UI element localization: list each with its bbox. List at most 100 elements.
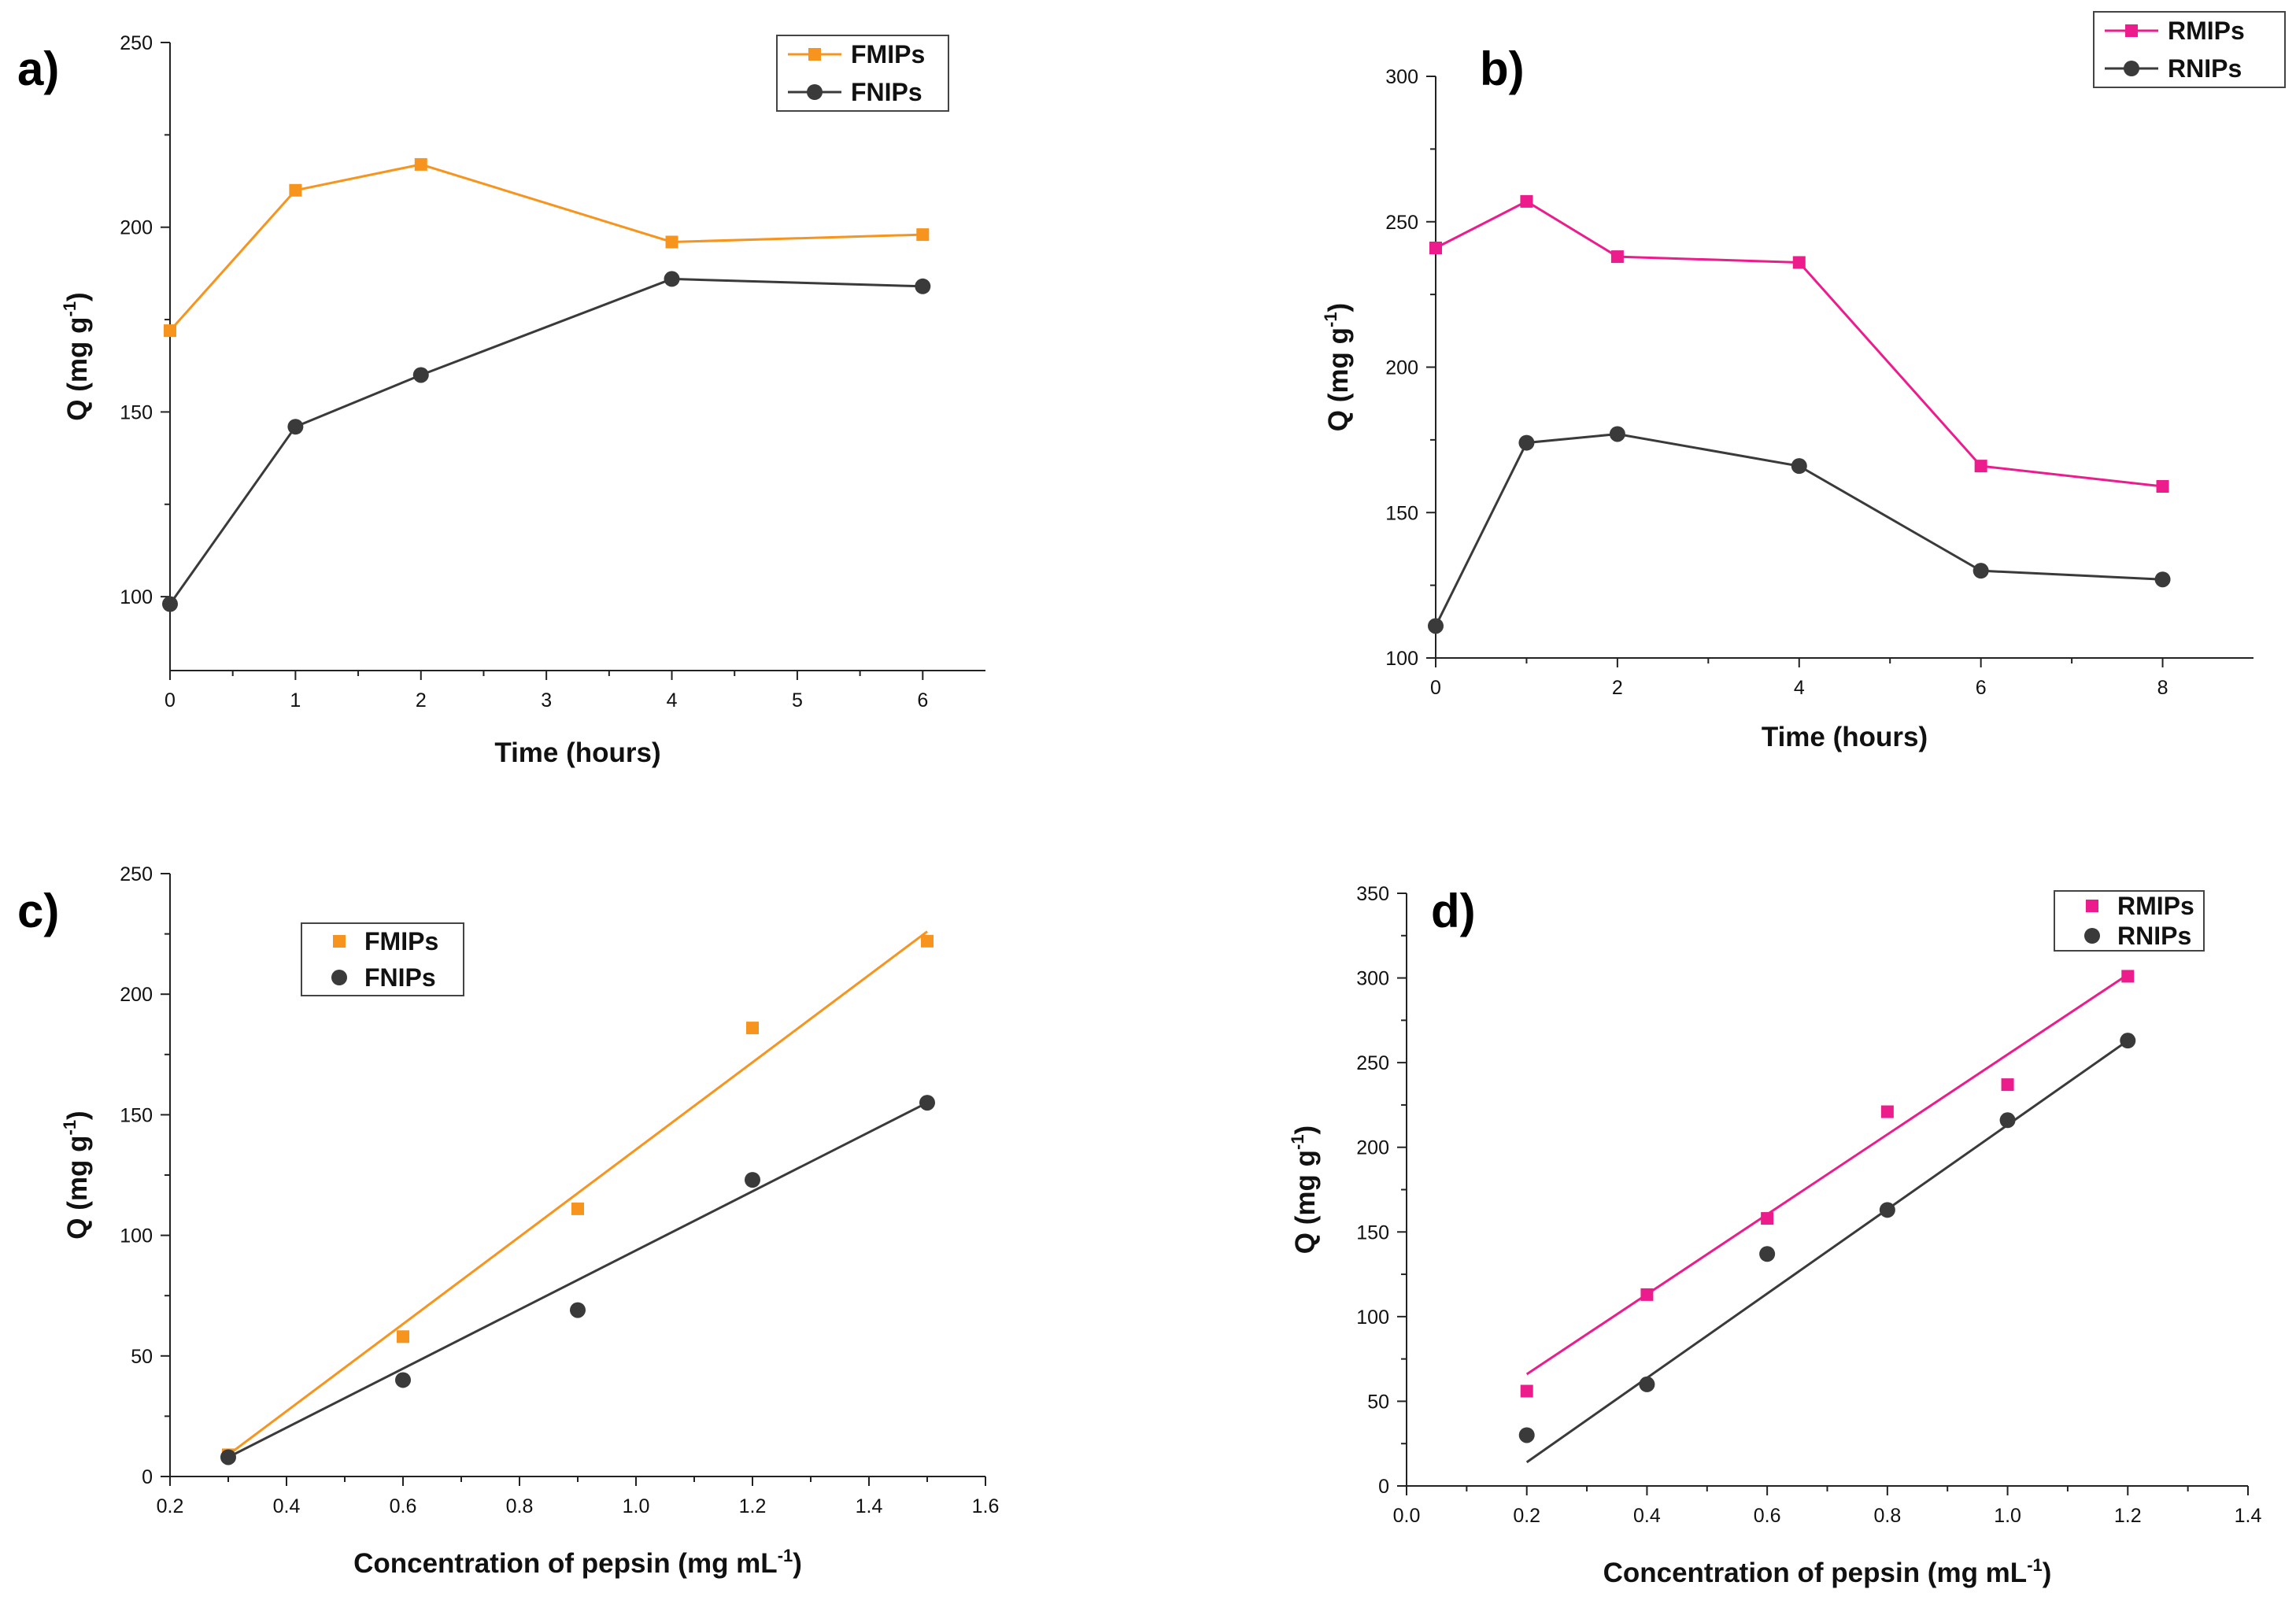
panel-4: 0.0 0.2 0.4 0.6 0.8 1.0 1.2 1.4 0 50 100 150 200 250 3… bbox=[1288, 883, 2261, 1588]
data-point bbox=[1999, 1112, 2016, 1129]
data-point bbox=[164, 324, 176, 338]
data-point bbox=[1428, 618, 1444, 634]
x-tick-label: 0 bbox=[1430, 677, 1441, 699]
x-tick-label: 1.0 bbox=[623, 1495, 650, 1517]
y-tick-label: 200 bbox=[120, 984, 153, 1006]
legend-label: FNIPs bbox=[364, 963, 436, 992]
data-point bbox=[1610, 250, 1624, 264]
y-tick-label: 250 bbox=[1385, 212, 1418, 234]
series-fnips bbox=[220, 1095, 935, 1465]
x-tick-label: 0.6 bbox=[1754, 1505, 1781, 1527]
y-tick-label: 100 bbox=[1385, 648, 1418, 670]
x-tick-label: 0.0 bbox=[1393, 1505, 1421, 1527]
data-point bbox=[916, 228, 930, 242]
legend-marker bbox=[2084, 928, 2100, 944]
fit-line bbox=[1525, 974, 2129, 1376]
data-point bbox=[745, 1172, 760, 1188]
data-point bbox=[1972, 563, 1989, 579]
series-line bbox=[1435, 200, 2163, 488]
y-tick-label: 150 bbox=[120, 1104, 153, 1126]
y-tick-label: 350 bbox=[1356, 883, 1389, 905]
x-tick-label: 0.8 bbox=[506, 1495, 534, 1517]
y-axis-title: Q (mg g-1) bbox=[60, 1111, 93, 1239]
x-tick-label: 5 bbox=[792, 689, 803, 711]
series-rnips bbox=[1518, 1033, 2136, 1464]
x-tick-label: 1.2 bbox=[739, 1495, 767, 1517]
data-point bbox=[397, 1330, 409, 1343]
series-fmips bbox=[222, 930, 934, 1462]
panel-3: 0.2 0.4 0.6 0.8 1.0 1.2 1.4 1.6 0 50 100 150 200 250 c… bbox=[17, 863, 999, 1579]
legend: FMIPs FNIPs bbox=[776, 35, 949, 112]
x-tick-label: 2 bbox=[1612, 677, 1623, 699]
data-point bbox=[289, 183, 302, 197]
data-point bbox=[2154, 571, 2171, 588]
data-point bbox=[2121, 970, 2135, 983]
data-point bbox=[921, 934, 934, 948]
series-rmips bbox=[1520, 970, 2135, 1398]
x-tick-label: 6 bbox=[917, 689, 928, 711]
legend-marker bbox=[808, 48, 821, 61]
data-point bbox=[571, 1202, 584, 1215]
y-tick-label: 150 bbox=[1356, 1221, 1389, 1244]
x-tick-label: 0.6 bbox=[390, 1495, 417, 1517]
legend-marker bbox=[2086, 900, 2098, 912]
legend-label: FMIPs bbox=[851, 40, 925, 68]
x-axis-title: Concentration of pepsin (mg mL-1) bbox=[353, 1546, 802, 1579]
data-point bbox=[1974, 460, 1987, 473]
series-line bbox=[168, 277, 923, 605]
data-point bbox=[414, 157, 427, 171]
x-tick-label: 1 bbox=[290, 689, 301, 711]
series-rnips bbox=[1428, 426, 2171, 634]
y-tick-label: 0 bbox=[1378, 1476, 1389, 1498]
data-point bbox=[1792, 256, 1806, 269]
y-tick-label: 50 bbox=[1367, 1391, 1389, 1413]
y-tick-label: 100 bbox=[120, 1225, 153, 1247]
y-tick-label: 200 bbox=[120, 217, 153, 239]
series-rmips bbox=[1429, 194, 2169, 493]
y-tick-label: 150 bbox=[1385, 502, 1418, 524]
series-fmips bbox=[164, 157, 930, 338]
data-point bbox=[915, 278, 931, 294]
x-tick-label: 1.4 bbox=[856, 1495, 883, 1517]
y-tick-label: 200 bbox=[1356, 1137, 1389, 1159]
y-tick-label: 0 bbox=[142, 1466, 153, 1488]
legend-marker bbox=[2125, 24, 2138, 37]
data-point bbox=[1520, 194, 1533, 208]
x-tick-label: 0.4 bbox=[273, 1495, 301, 1517]
data-point bbox=[1518, 1427, 1535, 1443]
legend-label: FNIPs bbox=[851, 78, 922, 106]
y-tick-label: 100 bbox=[1356, 1306, 1389, 1329]
x-tick-label: 1.6 bbox=[972, 1495, 1000, 1517]
data-point bbox=[1520, 1384, 1533, 1398]
data-point bbox=[919, 1095, 935, 1111]
legend-label: RMIPs bbox=[2168, 17, 2245, 45]
data-point bbox=[287, 419, 304, 435]
x-tick-label: 4 bbox=[1794, 677, 1805, 699]
y-tick-label: 300 bbox=[1385, 66, 1418, 88]
x-tick-label: 4 bbox=[667, 689, 678, 711]
x-tick-label: 0.2 bbox=[157, 1495, 184, 1517]
x-tick-label: 1.0 bbox=[1994, 1505, 2021, 1527]
data-point bbox=[2120, 1033, 2136, 1049]
legend: FMIPs FNIPs bbox=[301, 922, 464, 996]
fit-line bbox=[227, 1101, 928, 1458]
legend-box bbox=[2054, 890, 2205, 952]
series-line bbox=[1434, 432, 2163, 627]
y-axis-title: Q (mg g-1) bbox=[1321, 303, 1354, 431]
x-tick-label: 3 bbox=[541, 689, 552, 711]
panel-label: a) bbox=[17, 43, 59, 95]
y-tick-label: 300 bbox=[1356, 968, 1389, 990]
data-point bbox=[665, 235, 678, 249]
panel-2: 0 2 4 6 8 100 150 200 250 300 b) Time (hours) Q (mg … bbox=[1321, 11, 2286, 752]
y-axis-title: Q (mg g-1) bbox=[60, 292, 93, 420]
data-point bbox=[1518, 434, 1535, 451]
data-point bbox=[395, 1372, 411, 1388]
data-point bbox=[1429, 242, 1442, 255]
data-point bbox=[1880, 1105, 1894, 1118]
panel-1: 0 1 2 3 4 5 6 100 150 200 250 a) Time (hours) Q (mg g… bbox=[17, 32, 985, 768]
data-point bbox=[570, 1302, 586, 1318]
data-point bbox=[1640, 1288, 1654, 1301]
legend-marker bbox=[807, 84, 823, 100]
